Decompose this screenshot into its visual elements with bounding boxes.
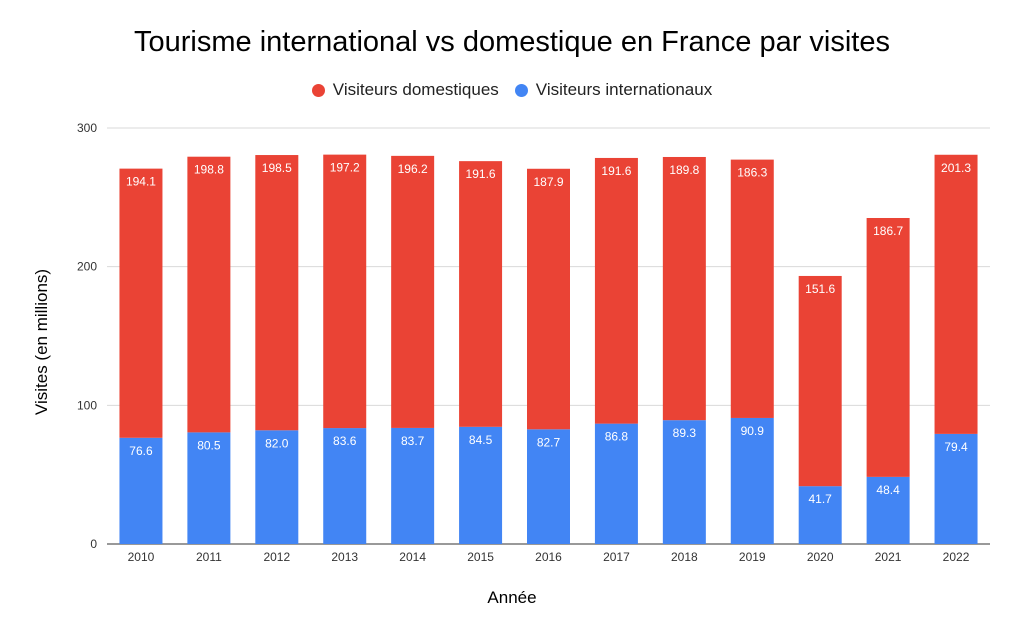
data-label-international: 84.5 bbox=[469, 433, 493, 447]
data-label-domestic: 186.7 bbox=[873, 224, 903, 238]
bar-domestic bbox=[798, 275, 842, 487]
bar-international bbox=[594, 423, 638, 544]
data-label-international: 89.3 bbox=[673, 426, 697, 440]
data-label-international: 41.7 bbox=[809, 492, 833, 506]
x-tick-label: 2012 bbox=[263, 550, 290, 564]
x-tick-label: 2014 bbox=[399, 550, 426, 564]
y-tick-label: 300 bbox=[77, 121, 97, 135]
data-label-domestic: 186.3 bbox=[737, 166, 767, 180]
bar-international bbox=[255, 430, 299, 544]
data-label-domestic: 151.6 bbox=[805, 282, 835, 296]
bar-international bbox=[866, 476, 910, 544]
bar-domestic bbox=[934, 154, 978, 434]
x-tick-label: 2015 bbox=[467, 550, 494, 564]
data-label-international: 83.6 bbox=[333, 434, 357, 448]
chart-title: Tourisme international vs domestique en … bbox=[134, 26, 890, 58]
data-label-domestic: 198.8 bbox=[194, 163, 224, 177]
bar-international bbox=[459, 426, 503, 544]
x-tick-label: 2011 bbox=[196, 550, 222, 564]
legend-item-domestic: Visiteurs domestiques bbox=[311, 80, 499, 100]
data-label-international: 83.7 bbox=[401, 434, 425, 448]
bar-domestic bbox=[391, 155, 435, 428]
bar-international bbox=[662, 420, 706, 544]
x-axis-label: Année bbox=[487, 588, 537, 607]
x-tick-label: 2010 bbox=[128, 550, 155, 564]
bar-domestic bbox=[119, 168, 163, 438]
bar-domestic bbox=[187, 156, 231, 433]
data-label-international: 48.4 bbox=[876, 483, 900, 497]
bar-domestic bbox=[527, 168, 570, 430]
data-label-domestic: 191.6 bbox=[466, 167, 496, 181]
data-label-international: 80.5 bbox=[197, 438, 221, 452]
x-tick-label: 2016 bbox=[535, 550, 562, 564]
bar-international bbox=[798, 486, 842, 544]
y-tick-label: 0 bbox=[90, 537, 97, 551]
bar-domestic bbox=[594, 157, 638, 424]
bar-international bbox=[119, 437, 163, 544]
data-label-domestic: 187.9 bbox=[533, 175, 563, 189]
data-label-domestic: 197.2 bbox=[330, 161, 360, 175]
legend-label-domestic: Visiteurs domestiques bbox=[332, 80, 499, 99]
data-label-domestic: 194.1 bbox=[126, 175, 156, 189]
bar-international bbox=[391, 427, 435, 544]
y-axis-label: Visites (en millions) bbox=[32, 268, 51, 416]
data-label-international: 79.4 bbox=[944, 440, 968, 454]
bar-international bbox=[527, 429, 570, 544]
bar-international bbox=[323, 428, 367, 544]
legend-swatch-domestic bbox=[311, 83, 325, 97]
data-label-international: 90.9 bbox=[741, 424, 765, 438]
x-tick-label: 2019 bbox=[739, 550, 766, 564]
data-label-domestic: 201.3 bbox=[941, 161, 971, 175]
data-label-international: 82.7 bbox=[537, 435, 561, 449]
data-label-international: 86.8 bbox=[605, 430, 629, 444]
data-label-international: 76.6 bbox=[129, 444, 153, 458]
x-tick-label: 2021 bbox=[875, 550, 902, 564]
data-label-international: 82.0 bbox=[265, 436, 289, 450]
x-tick-label: 2017 bbox=[603, 550, 630, 564]
x-tick-label: 2018 bbox=[671, 550, 698, 564]
data-label-domestic: 198.5 bbox=[262, 161, 292, 175]
legend: Visiteurs domestiques Visiteurs internat… bbox=[0, 80, 1024, 100]
bar-domestic bbox=[866, 217, 910, 477]
y-tick-label: 100 bbox=[77, 398, 97, 412]
data-label-domestic: 189.8 bbox=[669, 163, 699, 177]
x-tick-label: 2022 bbox=[943, 550, 970, 564]
legend-swatch-international bbox=[514, 83, 528, 97]
bar-international bbox=[187, 432, 231, 544]
bar-domestic bbox=[459, 161, 503, 427]
bar-domestic bbox=[662, 156, 706, 421]
x-tick-label: 2013 bbox=[331, 550, 358, 564]
bar-domestic bbox=[730, 159, 774, 418]
x-tick-label: 2020 bbox=[807, 550, 834, 564]
legend-item-international: Visiteurs internationaux bbox=[514, 80, 713, 100]
y-tick-label: 200 bbox=[77, 260, 97, 274]
bar-international bbox=[730, 417, 774, 544]
data-label-domestic: 191.6 bbox=[601, 164, 631, 178]
bar-domestic bbox=[323, 154, 367, 429]
bar-domestic bbox=[255, 155, 299, 431]
bar-international bbox=[934, 433, 978, 544]
data-label-domestic: 196.2 bbox=[398, 162, 428, 176]
legend-label-international: Visiteurs internationaux bbox=[535, 80, 713, 99]
